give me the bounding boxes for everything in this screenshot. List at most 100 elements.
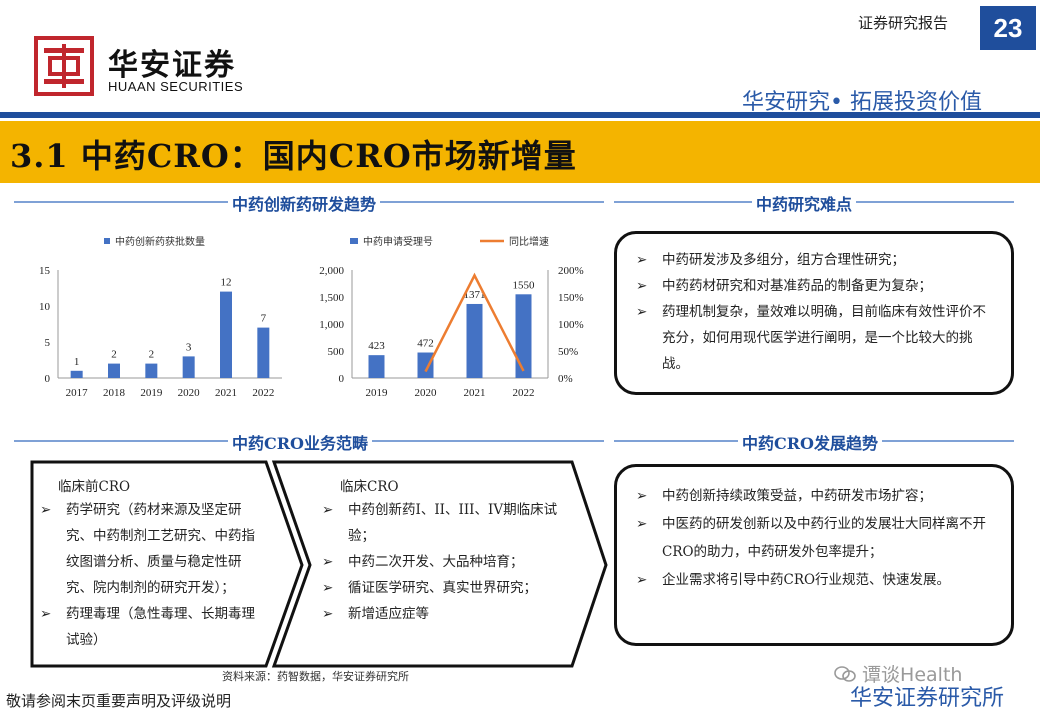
y2-tick-label: 100% — [558, 319, 584, 331]
y-tick-label: 1,500 — [319, 292, 344, 304]
x-tick-label: 2022 — [252, 387, 274, 399]
x-tick-label: 2019 — [140, 387, 163, 399]
bullet-arrow-icon: ➢ — [636, 572, 648, 588]
section-title-scope: 中药CRO业务范畴 — [228, 430, 372, 454]
clinical-item: ➢ 中药二次开发、大品种培育； — [322, 549, 558, 575]
development-item: ➢ 中医药的研发创新以及中药行业的发展壮大同样离不开CRO的助力，中药研发外包率提… — [636, 510, 990, 566]
y2-tick-label: 150% — [558, 292, 584, 304]
clinical-item-text: 中药二次开发、大品种培育； — [348, 554, 524, 570]
development-item-text: 中药创新持续政策受益，中药研发市场扩容； — [662, 488, 932, 504]
development-box — [614, 464, 1014, 646]
watermark: 谭谈Health — [834, 660, 962, 687]
y-tick-label: 10 — [39, 301, 51, 313]
preclinical-title: 临床前CRO — [58, 479, 131, 495]
difficulty-item: ➢ 药理机制复杂，量效难以明确，目前临床有效性评价不充分，如何用现代医学进行阐明，… — [636, 299, 990, 377]
bar — [70, 370, 83, 378]
data-label: 1550 — [513, 279, 536, 291]
header-slogan: 华安研究• 拓展投资价值 — [742, 90, 982, 115]
clinical-item-text: 循证医学研究、真实世界研究； — [348, 580, 537, 596]
preclinical-item: ➢ 药学研究（药材来源及坚定研究、中药制剂工艺研究、中药指纹图谱分析、质量与稳定性… — [40, 497, 268, 601]
development-item-text: 企业需求将引导中药CRO行业规范、快速发展。 — [662, 572, 951, 588]
y-tick-label: 2,000 — [319, 265, 344, 277]
data-label: 472 — [417, 338, 434, 350]
clinical-item: ➢ 中药创新药I、II、III、IV期临床试验； — [322, 497, 558, 549]
x-tick-label: 2017 — [66, 387, 89, 399]
footer-brand: 华安证券研究所 — [850, 686, 1005, 711]
bar — [220, 291, 232, 378]
bar — [515, 294, 532, 378]
header-divider — [0, 112, 1040, 118]
x-tick-label: 2019 — [366, 387, 389, 399]
company-name-en: HUAAN SECURITIES — [108, 79, 244, 94]
bar — [182, 356, 195, 378]
development-item-text: 中医药的研发创新以及中药行业的发展壮大同样离不开CRO的助力，中药研发外包率提升… — [662, 516, 986, 560]
growth-line — [424, 272, 525, 373]
bar — [417, 352, 434, 378]
bar — [466, 303, 483, 378]
company-name-cn: 华安证券 — [108, 48, 236, 83]
clinical-item: ➢ 新增适应症等 — [322, 601, 558, 627]
x-tick-label: 2021 — [464, 387, 486, 399]
clinical-item-text: 中药创新药I、II、III、IV期临床试验； — [348, 502, 558, 544]
bullet-arrow-icon: ➢ — [636, 488, 648, 504]
data-label: 3 — [186, 341, 192, 353]
difficulty-item: ➢ 中药药材研究和对基准药品的制备更为复杂； — [636, 273, 990, 299]
y2-tick-label: 200% — [558, 265, 584, 277]
difficulty-item-text: 药理机制复杂，量效难以明确，目前临床有效性评价不充分，如何用现代医学进行阐明，是… — [662, 304, 986, 372]
chart-applications-svg: 中药申请受理号 同比增速 0 500 1,000 1,500 2,000 0% 50% 100% 1… — [319, 235, 584, 399]
x-tick-label: 2020 — [178, 387, 201, 399]
y-tick-label: 5 — [45, 337, 51, 349]
data-label: 2 — [149, 349, 155, 361]
data-label: 423 — [368, 340, 385, 352]
bar — [108, 363, 120, 378]
difficulty-list: ➢ 中药研发涉及多组分，组方合理性研究； ➢ 中药药材研究和对基准药品的制备更为复杂；… — [636, 247, 990, 377]
bullet-arrow-icon: ➢ — [40, 502, 52, 518]
title-band — [0, 121, 1040, 183]
page-number: 23 — [980, 6, 1036, 50]
clinical-item: ➢ 循证医学研究、真实世界研究； — [322, 575, 558, 601]
y-tick-label: 0 — [339, 373, 345, 385]
legend-label: 同比增速 — [509, 235, 549, 248]
preclinical-item-text: 药学研究（药材来源及坚定研究、中药制剂工艺研究、中药指纹图谱分析、质量与稳定性研… — [66, 502, 255, 596]
clinical-title: 临床CRO — [340, 479, 399, 495]
difficulty-item-text: 中药研发涉及多组分，组方合理性研究； — [662, 252, 905, 268]
y2-tick-label: 50% — [558, 346, 578, 358]
legend-swatch — [104, 238, 110, 244]
chart-approvals-svg: 中药创新药获批数量 0 5 10 15 1 2017 2 2018 2 2019 3 2020 12 202… — [39, 235, 282, 399]
difficulty-item-text: 中药药材研究和对基准药品的制备更为复杂； — [662, 278, 932, 294]
bullet-arrow-icon: ➢ — [636, 516, 648, 532]
difficulty-box — [614, 231, 1014, 395]
bullet-arrow-icon: ➢ — [322, 580, 334, 596]
report-type-label: 证券研究报告 — [858, 14, 949, 32]
preclinical-list: ➢ 药学研究（药材来源及坚定研究、中药制剂工艺研究、中药指纹图谱分析、质量与稳定性… — [40, 497, 268, 653]
scope-chevrons — [30, 460, 608, 668]
clinical-item-text: 新增适应症等 — [348, 606, 429, 622]
clinical-chevron — [271, 460, 608, 668]
bar — [257, 327, 270, 378]
development-item: ➢ 企业需求将引导中药CRO行业规范、快速发展。 — [636, 566, 990, 594]
bullet-arrow-icon: ➢ — [322, 554, 334, 570]
section-title-difficulty: 中药研究难点 — [752, 191, 857, 215]
clinical-list: ➢ 中药创新药I、II、III、IV期临床试验； ➢ 中药二次开发、大品种培育； ➢ 循证… — [322, 497, 558, 627]
data-label: 1371 — [464, 289, 486, 301]
y-tick-label: 0 — [45, 373, 51, 385]
bullet-arrow-icon: ➢ — [322, 606, 334, 622]
data-label: 1 — [74, 356, 80, 368]
difficulty-item: ➢ 中药研发涉及多组分，组方合理性研究； — [636, 247, 990, 273]
company-logo-seal — [34, 36, 94, 96]
y-tick-label: 1,000 — [319, 319, 344, 331]
data-label: 2 — [111, 349, 117, 361]
disclaimer-link[interactable]: 敬请参阅末页重要声明及评级说明 — [6, 692, 232, 710]
x-tick-label: 2020 — [415, 387, 438, 399]
watermark-text: 谭谈Health — [862, 664, 963, 686]
bullet-arrow-icon: ➢ — [40, 606, 52, 622]
y2-tick-label: 0% — [558, 373, 573, 385]
bullet-arrow-icon: ➢ — [636, 304, 648, 320]
y-tick-label: 500 — [328, 346, 345, 358]
y-tick-label: 15 — [39, 265, 51, 277]
preclinical-item-text: 药理毒理（急性毒理、长期毒理试验） — [66, 606, 255, 648]
bullet-arrow-icon: ➢ — [636, 278, 648, 294]
legend-label: 中药创新药获批数量 — [115, 235, 205, 248]
development-list: ➢ 中药创新持续政策受益，中药研发市场扩容； ➢ 中医药的研发创新以及中药行业的发展壮… — [636, 482, 990, 594]
bar — [145, 363, 158, 378]
